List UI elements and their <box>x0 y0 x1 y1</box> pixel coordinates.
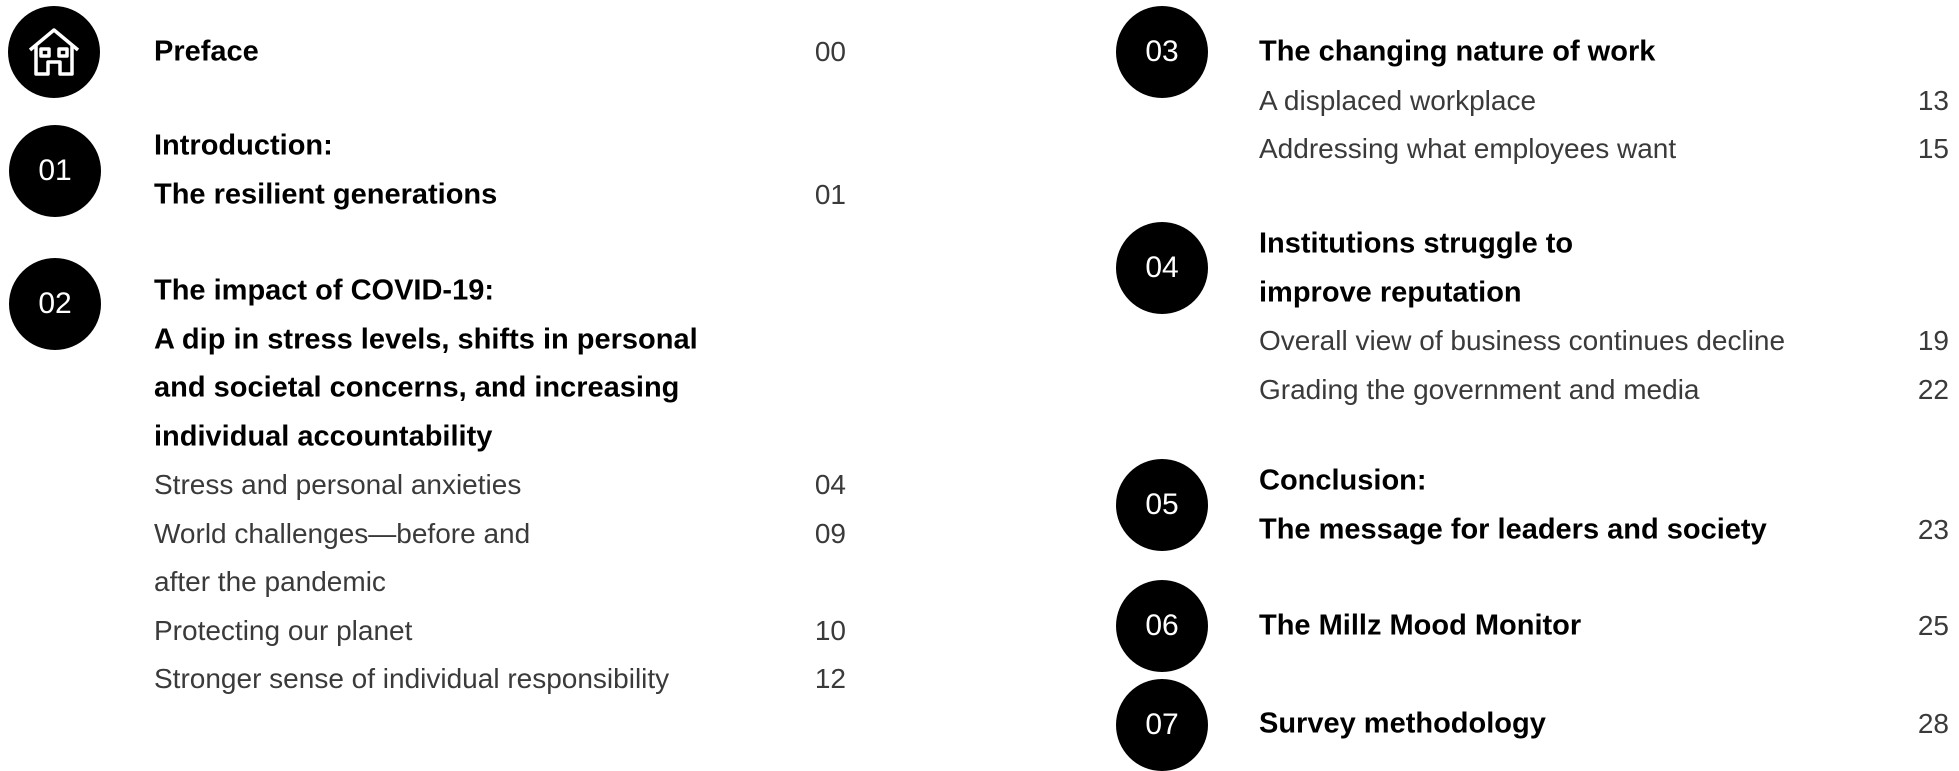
page-number: 12 <box>814 663 846 694</box>
page-number: 25 <box>1917 610 1949 641</box>
section-title: Survey methodology <box>1259 707 1546 740</box>
section-number: 07 <box>1116 679 1208 771</box>
entry-label: Protecting our planet <box>154 614 413 646</box>
table-of-contents: {"left": [ {"title": ["Preface"], "page"… <box>8 6 1949 771</box>
section-title: individual accountability <box>154 420 493 452</box>
section-title: Conclusion: <box>1259 464 1427 497</box>
page-number: 01 <box>814 178 846 210</box>
section-number: 02 <box>9 258 101 350</box>
page-number: 19 <box>1917 325 1949 356</box>
page-number: 00 <box>814 36 846 67</box>
section-title: The Millz Mood Monitor <box>1259 609 1582 642</box>
page-number: 28 <box>1917 708 1949 739</box>
section-title: The message for leaders and society <box>1259 513 1767 545</box>
entry-label: after the pandemic <box>154 566 386 597</box>
page-number: 09 <box>814 517 846 549</box>
entry-label: A displaced workplace <box>1259 84 1537 116</box>
section-number: 01 <box>9 125 101 217</box>
section-number: 06 <box>1116 580 1208 672</box>
section-number: 05 <box>1116 459 1208 551</box>
section-title: A dip in stress levels, shifts in person… <box>154 323 698 355</box>
page-number: 23 <box>1917 513 1949 545</box>
page-number: 10 <box>814 614 846 646</box>
entry-label: Addressing what employees want <box>1259 133 1677 164</box>
section-title: Institutions struggle to <box>1259 227 1574 260</box>
section-title: and societal concerns, and increasing <box>154 371 680 404</box>
page-number: 13 <box>1917 84 1949 116</box>
home-icon <box>8 6 100 98</box>
section-title: improve reputation <box>1259 276 1522 308</box>
entry-label: Grading the government and media <box>1259 373 1700 405</box>
section-title: The impact of COVID-19: <box>154 274 494 307</box>
entry-label: World challenges—before and <box>154 517 531 549</box>
section-title: Introduction: <box>154 129 333 162</box>
entry-label: Overall view of business continues decli… <box>1259 325 1786 356</box>
page-number: 22 <box>1917 373 1949 405</box>
section-title: The changing nature of work <box>1259 35 1656 68</box>
section-title: The resilient generations <box>154 178 498 210</box>
entry-label: Stronger sense of individual responsibil… <box>154 663 670 694</box>
entry-label: Stress and personal anxieties <box>154 469 522 500</box>
page-number: 15 <box>1917 133 1949 164</box>
page-number: 04 <box>814 469 846 500</box>
section-number: 03 <box>1116 6 1208 98</box>
section-title: Preface <box>154 35 259 68</box>
section-number: 04 <box>1116 222 1208 314</box>
